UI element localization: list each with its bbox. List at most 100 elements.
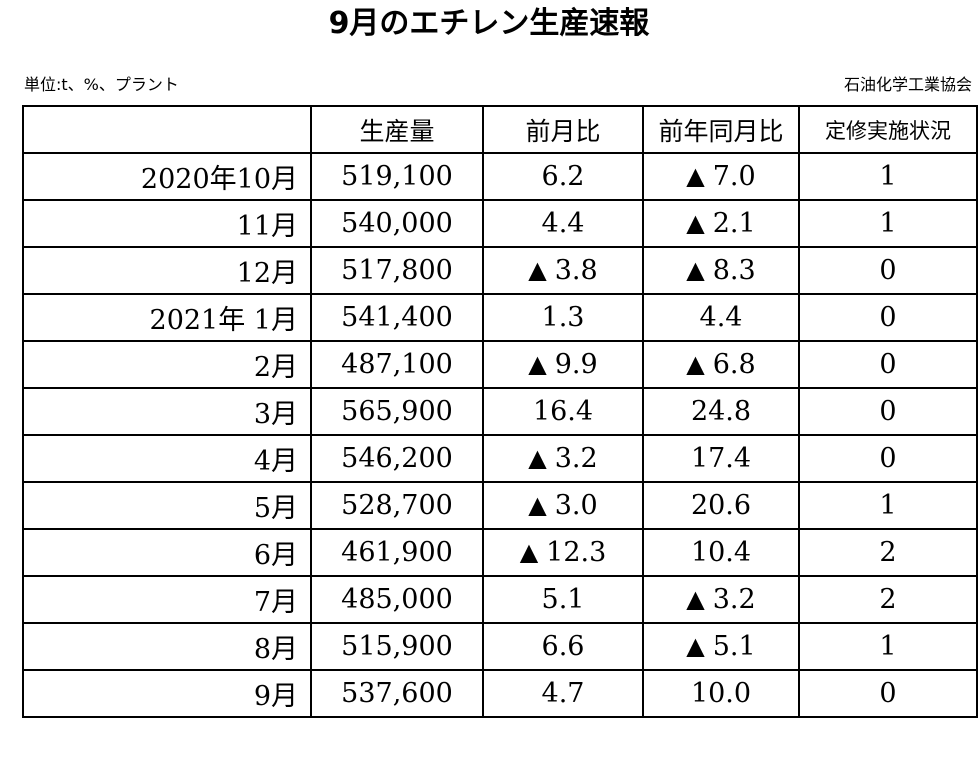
negative-triangle-icon: ▲ (686, 585, 705, 613)
unit-note: 単位:t、%、プラント (24, 75, 179, 94)
header-yoy: 前年同月比 (642, 105, 800, 154)
maintenance-status-cell-value: 0 (879, 255, 897, 286)
period-cell: 7月 (22, 575, 312, 624)
period-cell: 2020年10月 (22, 152, 312, 201)
mom-cell-value: 1.3 (541, 302, 585, 333)
table-row: 6月 461,900 ▲ 12.3 10.4 2 (22, 528, 978, 577)
maintenance-status-cell-value: 1 (879, 490, 897, 521)
negative-triangle-icon: ▲ (686, 209, 705, 237)
mom-cell-value: 3.2 (554, 443, 598, 474)
period-cell: 5月 (22, 481, 312, 530)
mom-cell: 4.7 (482, 669, 644, 718)
period-cell: 12月 (22, 246, 312, 295)
table-row: 8月 515,900 6.6 ▲ 5.1 1 (22, 622, 978, 671)
maintenance-status-cell-value: 0 (879, 678, 897, 709)
production-cell: 519,100 (310, 152, 484, 201)
source-label: 石油化学工業協会 (843, 75, 972, 94)
negative-triangle-icon: ▲ (519, 538, 539, 566)
table-row: 9月 537,600 4.7 10.0 0 (22, 669, 978, 718)
production-cell-value: 517,800 (341, 255, 453, 286)
mom-cell-value: 6.2 (541, 161, 585, 192)
production-cell: 485,000 (310, 575, 484, 624)
maintenance-status-cell-value: 0 (879, 443, 897, 474)
maintenance-status-cell-value: 2 (879, 584, 897, 615)
maintenance-status-cell: 2 (798, 575, 978, 624)
production-cell-value: 537,600 (341, 678, 453, 709)
production-cell: 515,900 (310, 622, 484, 671)
table-row: 11月 540,000 4.4 ▲ 2.1 1 (22, 199, 978, 248)
header-mom: 前月比 (482, 105, 644, 154)
header-production: 生産量 (310, 105, 484, 154)
period-cell: 3月 (22, 387, 312, 436)
production-cell-value: 546,200 (341, 443, 453, 474)
production-cell: 565,900 (310, 387, 484, 436)
production-cell-value: 515,900 (341, 631, 453, 662)
yoy-cell: ▲ 2.1 (642, 199, 800, 248)
mom-cell-value: 3.8 (554, 255, 598, 286)
yoy-cell: 17.4 (642, 434, 800, 483)
mom-cell: 4.4 (482, 199, 644, 248)
period-cell-value: 3月 (253, 399, 298, 430)
negative-triangle-icon: ▲ (686, 350, 705, 378)
header-row: 生産量 前月比 前年同月比 定修実施状況 (22, 105, 978, 154)
production-cell-value: 461,900 (341, 537, 453, 568)
maintenance-status-cell-value: 0 (879, 302, 897, 333)
maintenance-status-cell: 1 (798, 199, 978, 248)
maintenance-status-cell-value: 0 (879, 396, 897, 427)
yoy-cell: ▲ 3.2 (642, 575, 800, 624)
mom-cell: ▲ 3.0 (482, 481, 644, 530)
mom-cell: ▲ 9.9 (482, 340, 644, 389)
table-row: 7月 485,000 5.1 ▲ 3.2 2 (22, 575, 978, 624)
negative-triangle-icon: ▲ (686, 162, 705, 190)
production-cell: 541,400 (310, 293, 484, 342)
maintenance-status-cell: 2 (798, 528, 978, 577)
production-cell-value: 519,100 (341, 161, 453, 192)
maintenance-status-cell-value: 2 (879, 537, 897, 568)
period-cell: 9月 (22, 669, 312, 718)
mom-cell: 6.2 (482, 152, 644, 201)
negative-triangle-icon: ▲ (528, 256, 547, 284)
production-cell: 487,100 (310, 340, 484, 389)
mom-cell: ▲ 12.3 (482, 528, 644, 577)
maintenance-status-cell: 0 (798, 293, 978, 342)
negative-triangle-icon: ▲ (686, 256, 705, 284)
period-cell-value: 9月 (253, 681, 298, 712)
mom-cell: ▲ 3.8 (482, 246, 644, 295)
maintenance-status-cell-value: 1 (879, 631, 897, 662)
production-cell-value: 540,000 (341, 208, 453, 239)
yoy-cell: ▲ 7.0 (642, 152, 800, 201)
mom-cell-value: 9.9 (554, 349, 598, 380)
production-cell: 461,900 (310, 528, 484, 577)
maintenance-status-cell: 0 (798, 387, 978, 436)
mom-cell-value: 4.4 (541, 208, 585, 239)
yoy-cell: ▲ 5.1 (642, 622, 800, 671)
mom-cell: 1.3 (482, 293, 644, 342)
production-cell: 537,600 (310, 669, 484, 718)
period-cell: 11月 (22, 199, 312, 248)
table-row: 2021年 1月 541,400 1.3 4.4 0 (22, 293, 978, 342)
yoy-cell: 10.4 (642, 528, 800, 577)
period-cell-value: 8月 (253, 634, 298, 665)
table-row: 2月 487,100 ▲ 9.9 ▲ 6.8 0 (22, 340, 978, 389)
period-cell-value: 11月 (236, 211, 298, 242)
yoy-cell-value: 4.4 (699, 302, 743, 333)
maintenance-status-cell-value: 1 (879, 161, 897, 192)
period-cell-value: 4月 (253, 446, 298, 477)
period-cell-value: 2020年10月 (140, 164, 298, 195)
mom-cell: 16.4 (482, 387, 644, 436)
yoy-cell-value: 8.3 (712, 255, 756, 286)
maintenance-status-cell-value: 0 (879, 349, 897, 380)
maintenance-status-cell: 1 (798, 152, 978, 201)
period-cell-value: 6月 (253, 540, 298, 571)
maintenance-status-cell: 0 (798, 669, 978, 718)
yoy-cell-value: 5.1 (712, 631, 756, 662)
production-cell-value: 528,700 (341, 490, 453, 521)
negative-triangle-icon: ▲ (686, 632, 705, 660)
period-cell-value: 7月 (253, 587, 298, 618)
production-cell-value: 487,100 (341, 349, 453, 380)
maintenance-status-cell-value: 1 (879, 208, 897, 239)
mom-cell: 6.6 (482, 622, 644, 671)
mom-cell-value: 16.4 (532, 396, 594, 427)
period-cell-value: 2021年 1月 (149, 305, 298, 336)
negative-triangle-icon: ▲ (528, 350, 547, 378)
